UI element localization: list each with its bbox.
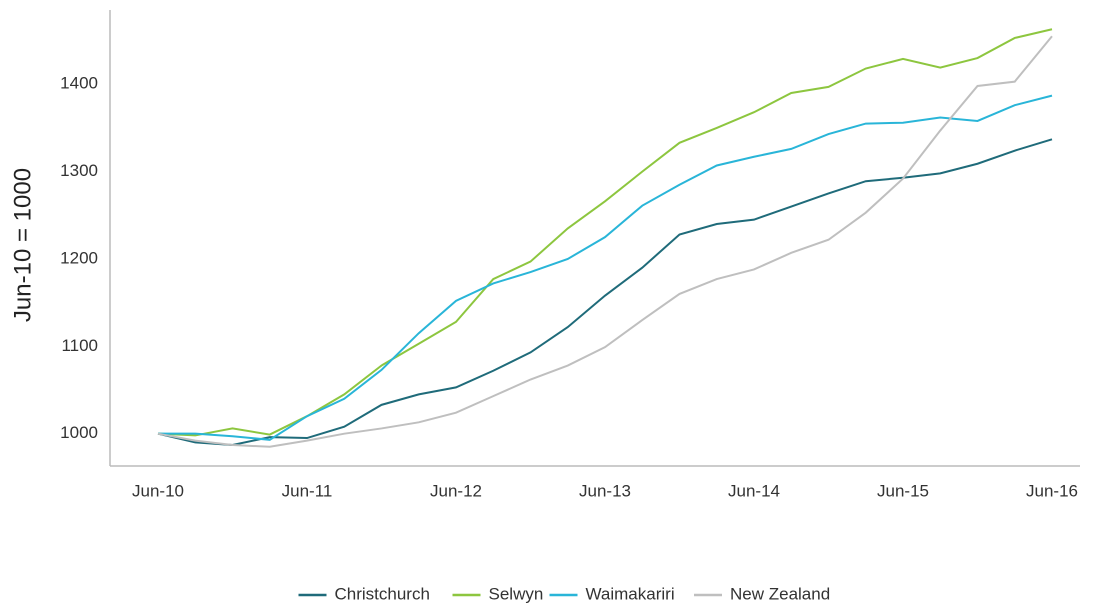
y-tick-label: 1200: [60, 248, 98, 267]
series-line: [157, 35, 1053, 448]
y-tick-label: 1000: [60, 423, 98, 442]
y-tick-label: 1300: [60, 161, 98, 180]
x-tick-label: Jun-13: [579, 481, 631, 500]
x-tick-label: Jun-16: [1026, 481, 1078, 500]
legend-label: Selwyn: [489, 584, 544, 603]
y-axis-label: Jun-10 = 1000: [9, 168, 36, 322]
x-tick-label: Jun-12: [430, 481, 482, 500]
legend-label: Christchurch: [335, 584, 430, 603]
y-tick-label: 1100: [61, 336, 98, 355]
x-tick-label: Jun-14: [728, 481, 780, 500]
series-line: [158, 94, 1053, 441]
x-tick-label: Jun-15: [877, 481, 929, 500]
legend-label: Waimakariri: [586, 584, 675, 603]
legend-label: New Zealand: [730, 584, 830, 603]
x-tick-label: Jun-11: [282, 481, 333, 500]
series-line: [157, 138, 1053, 447]
series-line: [157, 28, 1053, 437]
y-tick-label: 1400: [60, 74, 98, 93]
x-tick-label: Jun-10: [132, 481, 184, 500]
